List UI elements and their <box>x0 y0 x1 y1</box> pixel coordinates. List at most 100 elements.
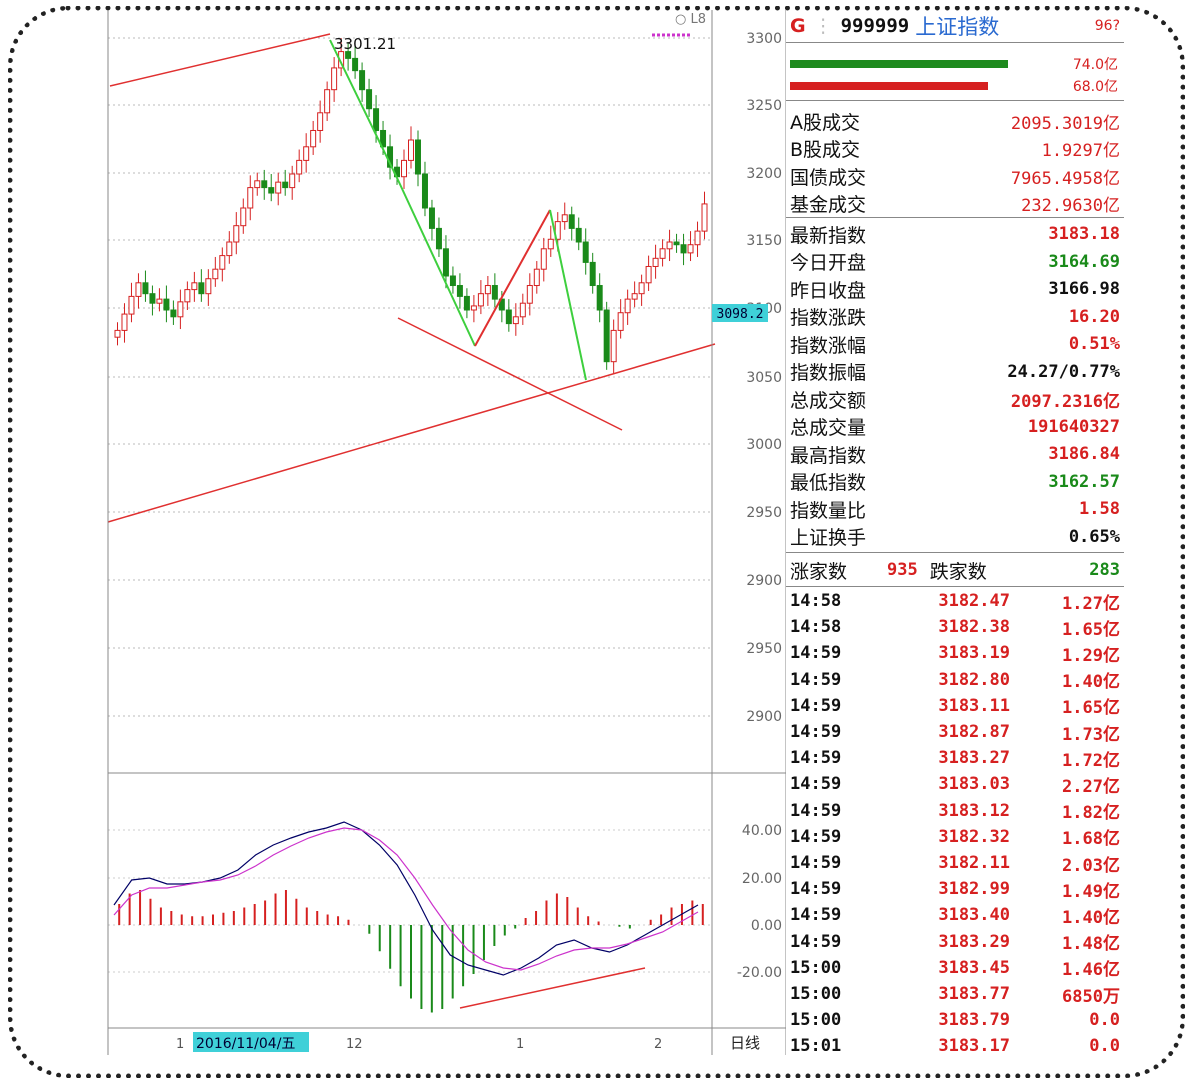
price-tick-label: 3250 <box>746 98 782 114</box>
tick-row: 14:59 3182.99 1.49亿 <box>790 876 1120 902</box>
stat-row: 指数量比 1.58 <box>790 496 1120 522</box>
stat-label: 总成交量 <box>790 417 867 439</box>
candle-body <box>547 238 554 250</box>
candle-body <box>694 230 701 246</box>
tick-time: 14:59 <box>790 826 842 847</box>
turnover-value: 232.9630亿 <box>1021 196 1120 216</box>
stat-row: 最低指数 3162.57 <box>790 469 1120 495</box>
tick-time: 14:59 <box>790 931 842 952</box>
stat-value: 16.20 <box>1068 306 1120 327</box>
candle-body <box>526 285 533 304</box>
stat-value: 3162.57 <box>1048 471 1120 492</box>
tick-time: 15:00 <box>790 984 842 1004</box>
kline-chart[interactable]: 3300325032003150310030503000295029002950… <box>0 0 786 1086</box>
stat-label: 最高指数 <box>790 444 867 467</box>
price-tick-label: 3200 <box>746 166 782 182</box>
tick-row: 14:58 3182.38 1.65亿 <box>790 614 1120 640</box>
candle-body <box>575 227 582 243</box>
candle-body <box>610 329 617 363</box>
stat-value: 0.51% <box>1068 334 1120 354</box>
candle-body <box>603 309 610 363</box>
panel-header: G ⋮ 999999 上证指数 96? <box>790 12 1120 40</box>
index-name[interactable]: 上证指数 <box>915 15 1000 39</box>
wave-down-2 <box>549 209 587 381</box>
tick-time: 14:59 <box>790 879 842 900</box>
candle-body <box>226 241 233 257</box>
stat-row: 最新指数 3183.18 <box>790 221 1120 247</box>
price-tick-label: 2900 <box>746 573 782 589</box>
turnover-label: 国债成交 <box>790 166 867 189</box>
tick-price: 3183.19 <box>938 643 1010 664</box>
candle-body <box>652 257 659 267</box>
candle-body <box>366 89 373 110</box>
tick-row: 14:59 3183.12 1.82亿 <box>790 798 1120 824</box>
candle-body <box>135 282 142 297</box>
tick-time: 14:59 <box>790 748 842 769</box>
candle-body <box>268 187 275 194</box>
candle-body <box>247 187 254 209</box>
stat-row: 指数振幅 24.27/0.77% <box>790 359 1120 385</box>
peak-annotation: 3301.21 <box>334 35 396 53</box>
tick-row: 14:59 3182.32 1.68亿 <box>790 824 1120 850</box>
tick-price: 3182.47 <box>938 591 1010 611</box>
down-count-label: 跌家数 <box>929 560 987 583</box>
candle-body <box>121 313 128 331</box>
stat-value: 24.27/0.77% <box>1007 361 1120 382</box>
tick-price: 3182.99 <box>938 879 1010 900</box>
candle-body <box>484 285 491 295</box>
stat-value: 2097.2316亿 <box>1010 391 1120 412</box>
tick-row: 14:59 3183.40 1.40亿 <box>790 902 1120 928</box>
tick-price: 3182.87 <box>938 722 1010 742</box>
turnover-value: 2095.3019亿 <box>1010 113 1120 134</box>
candle-body <box>359 70 366 91</box>
up-count-value: 935 <box>887 560 918 580</box>
tick-volume: 1.65亿 <box>1062 619 1120 640</box>
tick-price: 3183.45 <box>938 957 1010 978</box>
stat-row: 总成交额 2097.2316亿 <box>790 386 1120 412</box>
stat-label: 指数涨幅 <box>790 334 867 357</box>
tick-time: 14:58 <box>790 591 842 611</box>
candle-body <box>380 129 387 148</box>
stat-label: 指数涨跌 <box>790 307 867 329</box>
stat-label: 最新指数 <box>790 224 867 247</box>
candle-body <box>128 295 135 315</box>
stat-value: 3166.98 <box>1048 279 1120 299</box>
buy-volume-bar <box>790 60 1008 68</box>
tick-price: 3183.27 <box>938 748 1010 769</box>
macd-tick-label: 40.00 <box>742 823 782 839</box>
macd-tick-label: 20.00 <box>742 871 782 887</box>
stat-label: 最低指数 <box>790 472 867 494</box>
tick-price: 3183.03 <box>938 774 1010 795</box>
candle-body <box>233 225 240 243</box>
wave-down-1 <box>329 39 476 347</box>
candle-body <box>659 248 666 259</box>
stat-label: 昨日收盘 <box>790 279 867 302</box>
tick-time: 14:59 <box>790 800 842 821</box>
stat-row: 指数涨跌 16.20 <box>790 304 1120 330</box>
candle-body <box>624 298 631 314</box>
candle-body <box>289 173 296 189</box>
candle-body <box>149 293 156 304</box>
candle-body <box>205 278 212 295</box>
candle-body <box>254 180 261 189</box>
stat-row: 总成交量 191640327 <box>790 414 1120 440</box>
stat-label: 今日开盘 <box>790 252 867 274</box>
candle-body <box>191 282 198 291</box>
stat-label: 上证换手 <box>790 527 867 549</box>
candle-body <box>463 295 470 311</box>
tick-row: 15:00 3183.79 0.0 <box>790 1007 1120 1033</box>
tick-volume: 1.46亿 <box>1062 960 1120 981</box>
candle-body <box>240 207 247 227</box>
candle-body <box>540 248 547 270</box>
candle-body <box>477 293 484 307</box>
tick-volume: 0.0 <box>1089 1010 1120 1031</box>
screenshot-frame <box>8 6 1185 1078</box>
candle-body <box>435 227 442 250</box>
turnover-row: B股成交 1.9297亿 <box>790 136 1120 162</box>
turnover-value: 1.9297亿 <box>1041 141 1120 161</box>
turnover-label: A股成交 <box>790 111 860 134</box>
candle-body <box>505 309 512 325</box>
stat-value: 3164.69 <box>1048 251 1120 272</box>
candle-body <box>275 181 282 194</box>
stat-value: 0.65% <box>1068 526 1120 547</box>
